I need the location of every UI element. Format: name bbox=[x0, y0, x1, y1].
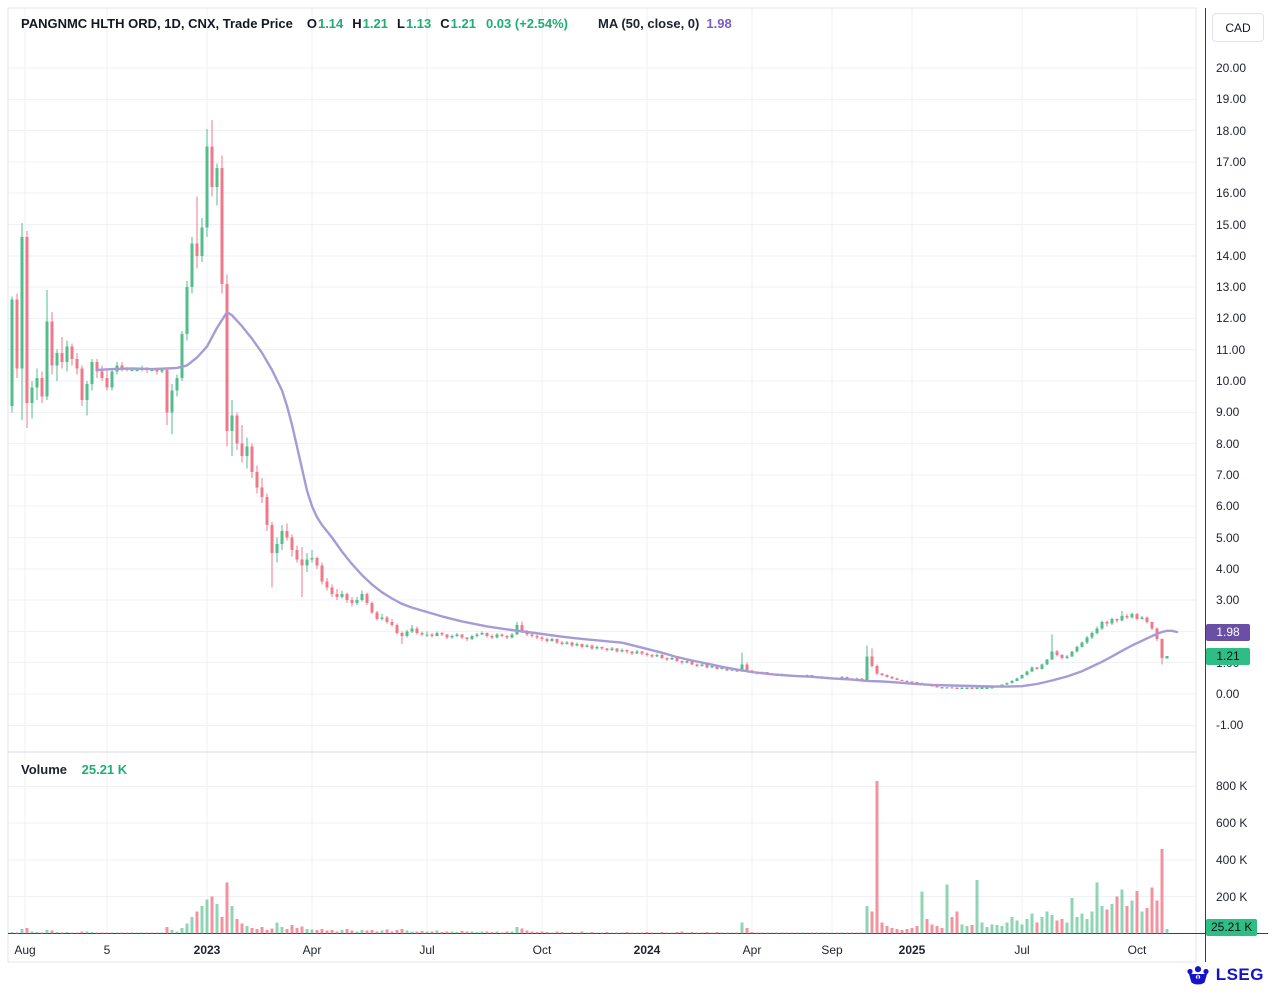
time-axis-label: Oct bbox=[532, 943, 552, 957]
price-axis-label: 13.00 bbox=[1216, 280, 1247, 295]
time-axis-label: Sep bbox=[821, 943, 843, 957]
time-axis-label: Jul bbox=[1014, 943, 1030, 957]
time-axis-label: 2023 bbox=[193, 943, 221, 957]
ohlc-open: O 1.14 bbox=[306, 16, 344, 31]
volume-axis-label: 600 K bbox=[1216, 816, 1248, 831]
lseg-logo-text: LSEG bbox=[1215, 965, 1264, 984]
price-axis-label: 18.00 bbox=[1216, 123, 1247, 138]
price-axis-label: 15.00 bbox=[1216, 217, 1247, 232]
price-axis-label: 6.00 bbox=[1216, 499, 1240, 514]
volume-label: Volume bbox=[21, 762, 67, 777]
price-axis-label: 4.00 bbox=[1216, 561, 1240, 576]
time-axis-label: Apr bbox=[742, 943, 762, 957]
lseg-crest-icon bbox=[1187, 966, 1209, 985]
ohlc-high: H 1.21 bbox=[352, 16, 388, 31]
price-axis-label: 9.00 bbox=[1216, 405, 1240, 420]
price-axis-label: -1.00 bbox=[1216, 718, 1244, 733]
volume-legend: Volume 25.21 K bbox=[21, 762, 127, 777]
time-axis-label: Jul bbox=[419, 943, 435, 957]
time-axis-label: Aug bbox=[14, 943, 36, 957]
price-axis-label: 5.00 bbox=[1216, 530, 1240, 545]
currency-toggle[interactable]: CAD bbox=[1212, 13, 1264, 42]
ma-legend-label: MA (50, close, 0) bbox=[597, 16, 700, 31]
price-axis-label: 11.00 bbox=[1216, 342, 1246, 357]
time-axis-label: 2024 bbox=[633, 943, 661, 957]
ma-price-badge: 1.98 bbox=[1206, 623, 1250, 641]
price-axis-label: 19.00 bbox=[1216, 92, 1247, 107]
price-axis-label: 0.00 bbox=[1216, 687, 1240, 701]
volume-axis-label: 800 K bbox=[1216, 779, 1248, 794]
volume-axis-label: 200 K bbox=[1216, 889, 1248, 904]
price-axis-label: 20.00 bbox=[1216, 61, 1247, 75]
price-axis-label: 12.00 bbox=[1216, 311, 1247, 326]
symbol-title: PANGNMC HLTH ORD, 1D, CNX, Trade Price bbox=[21, 16, 293, 31]
volume-badge: 25.21 K bbox=[1206, 919, 1258, 936]
price-axis-label: 17.00 bbox=[1216, 154, 1247, 169]
lseg-logo[interactable]: LSEG bbox=[1185, 965, 1264, 985]
time-axis-label: Oct bbox=[1127, 943, 1147, 957]
ohlc-close: C 1.21 bbox=[440, 16, 476, 31]
ohlc-low: L 1.13 bbox=[396, 16, 432, 31]
price-axis-label: 16.00 bbox=[1216, 186, 1247, 201]
price-axis-label: 10.00 bbox=[1216, 374, 1247, 388]
price-axis-label: 14.00 bbox=[1216, 248, 1247, 263]
price-legend: PANGNMC HLTH ORD, 1D, CNX, Trade Price O… bbox=[21, 16, 732, 31]
last-price-badge: 1.21 bbox=[1206, 647, 1250, 665]
volume-axis-label: 400 K bbox=[1216, 852, 1248, 867]
time-axis-label: 2025 bbox=[898, 943, 926, 957]
price-axis-label: 7.00 bbox=[1216, 467, 1240, 482]
time-axis-label: 5 bbox=[103, 943, 111, 957]
price-axis-label: 8.00 bbox=[1216, 436, 1240, 451]
time-axis-label: Apr bbox=[302, 943, 322, 957]
volume-value: 25.21 K bbox=[81, 762, 128, 777]
price-axis-label: 3.00 bbox=[1216, 593, 1240, 608]
change-value: 0.03 (+2.54%) bbox=[485, 16, 568, 31]
ma-legend-value: 1.98 bbox=[706, 16, 732, 31]
